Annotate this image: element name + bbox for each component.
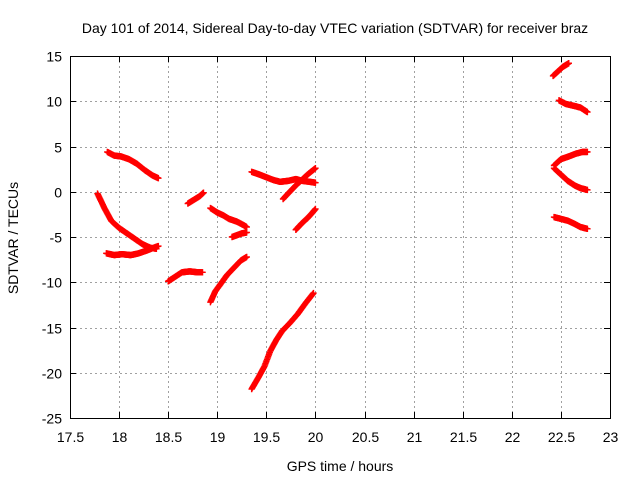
data-point — [584, 186, 591, 194]
data-point — [243, 223, 250, 231]
x-tick-label: 21 — [407, 429, 423, 445]
data-point — [312, 165, 319, 172]
data-point — [584, 148, 591, 156]
y-tick-label: -5 — [50, 230, 63, 246]
grid-layer — [70, 56, 610, 418]
x-tick-label: 22.5 — [548, 429, 575, 445]
data-point — [312, 205, 319, 213]
y-tick-label: 10 — [46, 94, 62, 110]
data-point — [199, 269, 206, 276]
data-point — [155, 174, 162, 182]
plot-frame — [70, 56, 611, 419]
tick-layer: 17.5 18 18.5 19 19.5 20 20.5 21 21.5 22 22.5 23 15 10… — [42, 49, 619, 446]
y-tick-label: -25 — [42, 411, 62, 427]
data-point — [584, 108, 591, 116]
chart-title: Day 101 of 2014, Sidereal Day-to-day VTE… — [82, 20, 588, 36]
data-point — [243, 229, 250, 236]
data-point — [155, 242, 162, 250]
data-point — [200, 189, 207, 196]
data-points — [94, 60, 591, 393]
y-tick-label: 0 — [54, 185, 62, 201]
x-tick-label: 19.5 — [253, 429, 280, 445]
x-tick-label: 20.5 — [352, 429, 379, 445]
x-tick-label: 18.5 — [155, 429, 182, 445]
y-tick-label: 5 — [54, 140, 62, 156]
data-point — [565, 60, 572, 67]
y-axis-label: SDTVAR / TECUs — [5, 182, 21, 294]
y-tick-label: -20 — [42, 366, 62, 382]
data-point — [243, 253, 250, 261]
y-tick-label: -15 — [42, 321, 62, 337]
data-point — [312, 179, 319, 186]
x-tick-label: 21.5 — [450, 429, 477, 445]
x-tick-label: 18 — [112, 429, 128, 445]
x-tick-label: 20 — [308, 429, 324, 445]
y-tick-label: -10 — [42, 275, 62, 291]
y-tick-label: 15 — [46, 49, 62, 65]
x-tick-label: 19 — [210, 429, 226, 445]
x-tick-label: 23 — [603, 429, 619, 445]
data-point — [310, 289, 317, 297]
x-tick-label: 22 — [505, 429, 521, 445]
x-axis-label: GPS time / hours — [287, 458, 394, 474]
data-point — [584, 225, 591, 233]
x-tick-label: 17.5 — [57, 429, 84, 445]
